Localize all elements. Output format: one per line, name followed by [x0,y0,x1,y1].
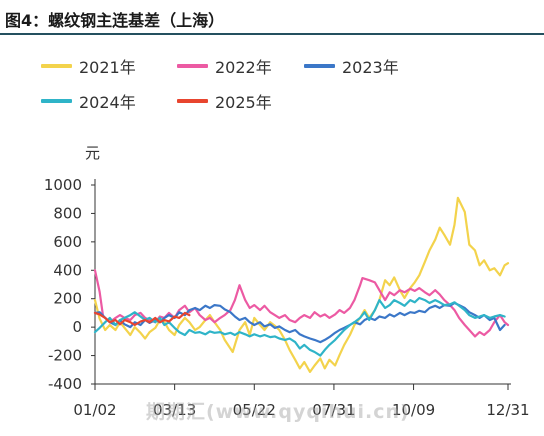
y-axis-unit-label: 元 [85,144,101,162]
x-tick-label: 07/31 [312,401,355,419]
legend-label-2024: 2024年 [79,93,136,112]
y-tick-label: 200 [53,290,82,308]
series-line-2022 [93,269,510,338]
legend-marker-2025 [177,99,208,103]
legend-item-2021: 2021年 [41,55,136,77]
x-tick-label: 03/13 [153,401,196,419]
legend-label-2023: 2023年 [342,58,399,77]
series-line-2023 [93,301,506,344]
legend-marker-2022 [177,64,208,68]
legend-label-2021: 2021年 [79,58,136,77]
legend-item-2022: 2022年 [177,55,272,77]
y-tick-label: -200 [48,347,82,365]
title-divider [0,33,544,35]
legend-marker-2021 [41,64,72,68]
chart-title: 图4：螺纹钢主连基差（上海） [5,11,225,30]
legend-item-2025: 2025年 [177,90,272,112]
x-tick-label: 01/02 [73,401,116,419]
legend-label-2022: 2022年 [215,58,272,77]
y-tick-label: 600 [53,233,82,251]
legend-item-2024: 2024年 [41,90,136,112]
y-tick-label: 800 [53,204,82,222]
legend-item-2023: 2023年 [304,55,399,77]
y-tick-label: -400 [48,375,82,393]
y-tick-label: 1000 [44,176,82,194]
legend-label-2025: 2025年 [215,93,272,112]
series-line-2024 [93,296,506,357]
x-tick-label: 12/31 [486,401,529,419]
series-line-2025 [93,311,191,327]
legend-marker-2023 [304,64,335,68]
y-tick-label: 0 [72,318,82,336]
legend-marker-2024 [41,99,72,103]
x-tick-label: 10/09 [392,401,435,419]
x-tick-label: 05/22 [233,401,276,419]
y-tick-label: 400 [53,261,82,279]
